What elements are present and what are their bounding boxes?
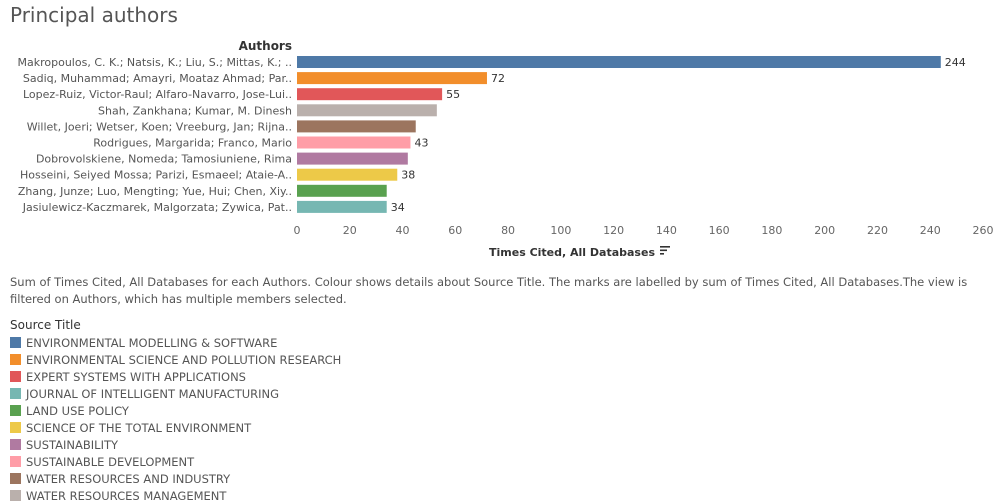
x-tick-label: 220 xyxy=(867,224,888,237)
legend-title: Source Title xyxy=(10,318,81,332)
bar-value-label: 72 xyxy=(491,72,505,85)
x-tick-label: 120 xyxy=(603,224,624,237)
bar[interactable] xyxy=(297,104,437,117)
legend-item[interactable]: SCIENCE OF THE TOTAL ENVIRONMENT xyxy=(10,419,341,436)
legend-item[interactable]: WATER RESOURCES AND INDUSTRY xyxy=(10,470,341,487)
author-label: Rodrigues, Margarida; Franco, Mario xyxy=(93,137,292,150)
bar[interactable] xyxy=(297,168,398,181)
x-tick-label: 260 xyxy=(973,224,994,237)
legend-item[interactable]: SUSTAINABLE DEVELOPMENT xyxy=(10,453,341,470)
legend-label: SUSTAINABILITY xyxy=(26,437,119,452)
legend-item[interactable]: SUSTAINABILITY xyxy=(10,436,341,453)
x-tick-label: 240 xyxy=(920,224,941,237)
legend-label: ENVIRONMENTAL SCIENCE AND POLLUTION RESE… xyxy=(26,352,342,367)
legend-item[interactable]: JOURNAL OF INTELLIGENT MANUFACTURING xyxy=(10,385,341,402)
author-label: Dobrovolskiene, Nomeda; Tamosiuniene, Ri… xyxy=(36,153,292,166)
chart-caption: Sum of Times Cited, All Databases for ea… xyxy=(10,275,968,306)
bar[interactable] xyxy=(297,136,411,149)
legend-swatch xyxy=(10,371,21,382)
x-tick-label: 40 xyxy=(396,224,410,237)
legend-label: LAND USE POLICY xyxy=(26,403,129,418)
author-label: Hosseini, Seiyed Mossa; Parizi, Esmaeel;… xyxy=(20,169,292,182)
x-tick-label: 60 xyxy=(448,224,462,237)
legend-label: WATER RESOURCES AND INDUSTRY xyxy=(26,471,231,486)
x-tick-label: 0 xyxy=(294,224,301,237)
x-tick-label: 200 xyxy=(814,224,835,237)
bar[interactable] xyxy=(297,56,941,68)
legend-item[interactable]: ENVIRONMENTAL SCIENCE AND POLLUTION RESE… xyxy=(10,351,341,368)
legend-label: SUSTAINABLE DEVELOPMENT xyxy=(26,454,195,469)
legend-item[interactable]: WATER RESOURCES MANAGEMENT xyxy=(10,487,341,504)
bar-chart: Authors Makropoulos, C. K.; Natsis, K.; … xyxy=(18,39,994,259)
bar-value-label: 244 xyxy=(945,56,966,69)
legend-label: ENVIRONMENTAL MODELLING & SOFTWARE xyxy=(26,335,278,350)
legend-swatch xyxy=(10,405,21,416)
legend-label: SCIENCE OF THE TOTAL ENVIRONMENT xyxy=(26,420,252,435)
author-label: Shah, Zankhana; Kumar, M. Dinesh xyxy=(98,104,292,117)
bar[interactable] xyxy=(297,152,408,165)
legend-swatch xyxy=(10,354,21,365)
bar[interactable] xyxy=(297,184,387,197)
author-label: Sadiq, Muhammad; Amayri, Moataz Ahmad; P… xyxy=(23,72,292,85)
x-tick-label: 180 xyxy=(761,224,782,237)
x-tick-label: 140 xyxy=(656,224,677,237)
legend-item[interactable]: EXPERT SYSTEMS WITH APPLICATIONS xyxy=(10,368,341,385)
author-label: Lopez-Ruiz, Victor-Raul; Alfaro-Navarro,… xyxy=(23,88,292,101)
legend-label: EXPERT SYSTEMS WITH APPLICATIONS xyxy=(26,369,246,384)
legend-swatch xyxy=(10,388,21,399)
page-title: Principal authors xyxy=(10,3,178,27)
legend-swatch xyxy=(10,490,21,501)
legend-item[interactable]: LAND USE POLICY xyxy=(10,402,341,419)
author-label: Makropoulos, C. K.; Natsis, K.; Liu, S.;… xyxy=(18,56,292,69)
bar[interactable] xyxy=(297,120,416,133)
bar-value-label: 55 xyxy=(446,88,460,101)
legend-item[interactable]: ENVIRONMENTAL MODELLING & SOFTWARE xyxy=(10,334,341,351)
author-label: Willet, Joeri; Wetser, Koen; Vreeburg, J… xyxy=(27,120,292,133)
row-header: Authors xyxy=(239,39,292,53)
legend-label: WATER RESOURCES MANAGEMENT xyxy=(26,488,227,503)
sort-descending-icon[interactable] xyxy=(660,246,670,255)
x-tick-label: 160 xyxy=(709,224,730,237)
x-tick-label: 100 xyxy=(550,224,571,237)
author-label: Zhang, Junze; Luo, Mengting; Yue, Hui; C… xyxy=(18,185,292,198)
legend-swatch xyxy=(10,456,21,467)
bar-value-label: 34 xyxy=(391,201,405,214)
bar[interactable] xyxy=(297,88,443,101)
bar[interactable] xyxy=(297,72,487,85)
legend: Source Title ENVIRONMENTAL MODELLING & S… xyxy=(10,318,341,504)
x-tick-label: 20 xyxy=(343,224,357,237)
legend-label: JOURNAL OF INTELLIGENT MANUFACTURING xyxy=(26,386,280,401)
bar-value-label: 43 xyxy=(414,137,428,150)
legend-swatch xyxy=(10,439,21,450)
bar-value-label: 38 xyxy=(401,169,415,182)
legend-swatch xyxy=(10,337,21,348)
x-axis-title: Times Cited, All Databases xyxy=(489,246,655,259)
bar[interactable] xyxy=(297,200,387,213)
x-tick-label: 80 xyxy=(501,224,515,237)
legend-swatch xyxy=(10,473,21,484)
legend-swatch xyxy=(10,422,21,433)
author-label: Jasiulewicz-Kaczmarek, Malgorzata; Zywic… xyxy=(22,201,292,214)
